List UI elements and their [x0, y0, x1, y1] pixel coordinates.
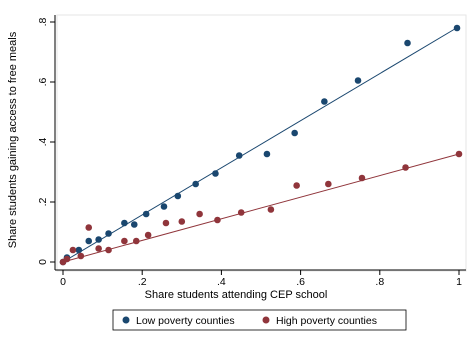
y-tick-label: .4 — [37, 137, 49, 146]
point-high-poverty — [144, 231, 152, 239]
point-high-poverty — [214, 216, 221, 224]
fit-line-low-poverty — [62, 26, 460, 263]
point-low-poverty — [321, 98, 328, 105]
point-low-poverty — [142, 210, 150, 218]
point-high-poverty — [95, 245, 102, 252]
point-high-poverty — [358, 174, 366, 182]
x-tick-label: .6 — [296, 276, 305, 288]
point-high-poverty — [178, 218, 186, 225]
point-low-poverty — [130, 221, 138, 228]
x-tick-label: .2 — [138, 276, 147, 288]
point-high-poverty — [267, 206, 275, 213]
point-high-poverty — [237, 209, 245, 216]
plot-area: 0 .2 .4 .6 .8 1 0 .2 .4 .6 .8 — [37, 14, 467, 288]
point-high-poverty — [196, 210, 203, 218]
point-low-poverty — [235, 152, 243, 159]
x-tick-label: 1 — [456, 276, 462, 288]
point-low-poverty — [174, 192, 182, 200]
legend-label-high-poverty: High poverty counties — [276, 315, 377, 327]
point-low-poverty — [160, 203, 168, 210]
x-tick-label: .4 — [217, 276, 226, 288]
legend-marker-high-poverty — [262, 316, 270, 324]
point-low-poverty — [212, 170, 219, 177]
x-axis-title: Share students attending CEP school — [145, 289, 328, 301]
legend-box — [112, 309, 407, 331]
point-low-poverty — [354, 77, 362, 84]
point-low-poverty — [192, 180, 199, 188]
point-high-poverty — [162, 219, 170, 227]
y-tick-label: .2 — [37, 197, 49, 206]
y-tick-label: .6 — [37, 77, 49, 86]
point-low-poverty — [105, 230, 112, 237]
point-low-poverty — [453, 24, 461, 32]
point-low-poverty — [95, 236, 102, 243]
point-high-poverty — [63, 255, 71, 263]
point-high-poverty — [85, 224, 93, 231]
point-low-poverty — [404, 39, 411, 47]
point-high-poverty — [132, 237, 140, 245]
y-axis-title: Share students gaining access to free me… — [7, 31, 19, 248]
point-low-poverty — [121, 219, 128, 227]
point-high-poverty — [105, 246, 112, 254]
point-high-poverty — [121, 237, 128, 245]
legend-label-low-poverty: Low poverty counties — [136, 315, 235, 327]
point-high-poverty — [402, 164, 409, 171]
y-tick-label: .8 — [37, 17, 49, 26]
point-high-poverty — [293, 182, 300, 189]
point-low-poverty — [291, 129, 298, 137]
point-low-poverty — [263, 150, 271, 158]
point-low-poverty — [85, 237, 93, 245]
point-high-poverty — [69, 246, 77, 254]
legend: Low poverty counties High poverty counti… — [112, 309, 407, 331]
x-tick-label: .8 — [375, 276, 384, 288]
y-tick-label: 0 — [37, 259, 49, 265]
plot-frame — [56, 14, 467, 272]
point-high-poverty — [77, 252, 85, 260]
legend-marker-low-poverty — [122, 316, 130, 324]
fit-line-high-poverty — [62, 153, 460, 263]
point-low-poverty — [75, 246, 83, 254]
point-high-poverty — [325, 180, 332, 188]
x-tick-label: 0 — [60, 276, 66, 288]
point-high-poverty — [455, 150, 463, 158]
